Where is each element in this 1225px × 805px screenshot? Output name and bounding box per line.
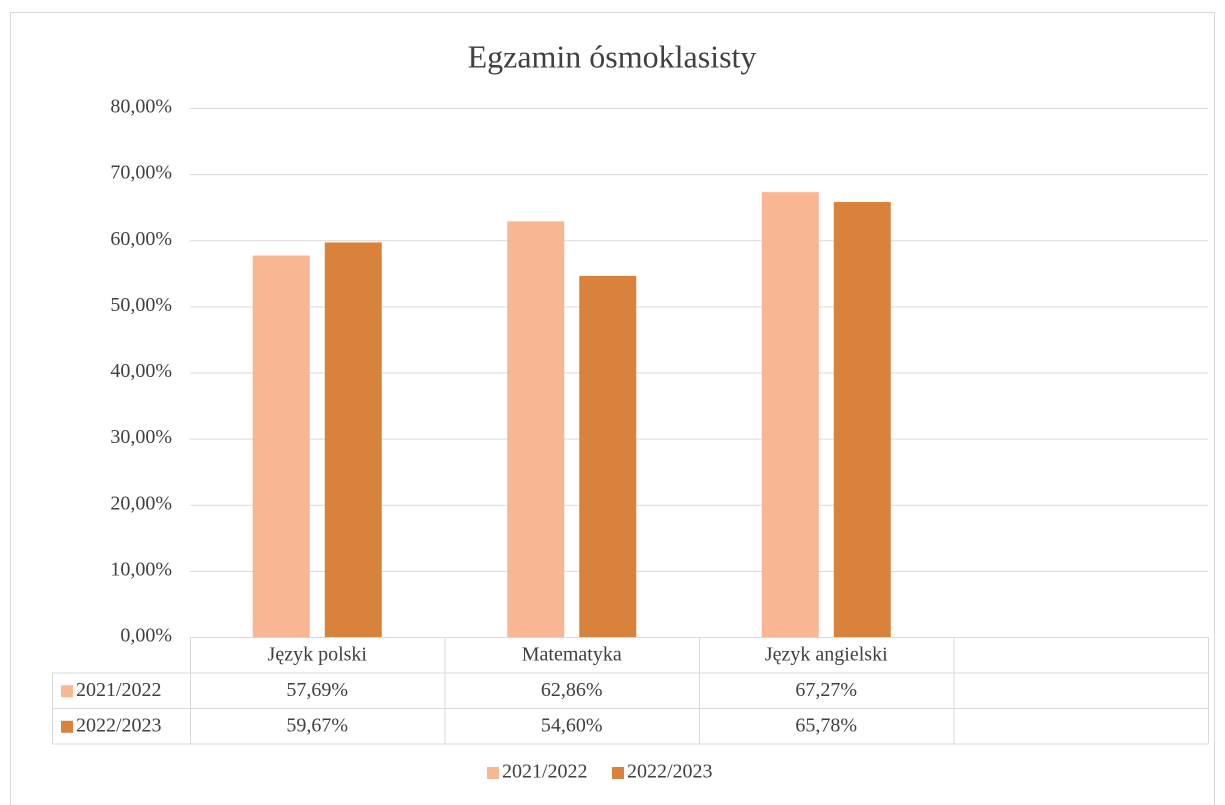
y-tick-label: 20,00% [110,492,172,514]
data-label: 54,60% [541,714,603,736]
y-tick-label: 80,00% [110,96,172,118]
y-tick-label: 60,00% [110,228,172,250]
x-tick-label: Język angielski [765,643,888,665]
chart-title: Egzamin ósmoklasisty [468,38,757,74]
bar [507,221,565,637]
bar [761,192,819,637]
data-label: 65,78% [795,714,857,736]
data-label: 59,67% [286,714,348,736]
x-tick-label: Matematyka [522,643,622,665]
legend-label: 2022/2023 [627,761,713,783]
data-label: 62,86% [541,679,603,701]
legend-key [612,767,624,779]
y-tick-label: 10,00% [110,558,172,580]
table-series-name: 2022/2023 [76,714,162,736]
legend-key [487,767,499,779]
bar [833,202,891,637]
table-legend-key [61,720,73,733]
y-tick-label: 70,00% [110,162,172,184]
y-tick-label: 50,00% [110,294,172,316]
bar [579,275,637,637]
data-label: 57,69% [286,679,348,701]
legend-label: 2021/2022 [502,761,588,783]
y-tick-label: 0,00% [120,625,172,647]
bar [324,242,382,637]
y-tick-label: 40,00% [110,360,172,382]
table-legend-key [61,685,73,698]
y-tick-label: 30,00% [110,426,172,448]
x-tick-label: Język polski [268,643,368,665]
table-series-name: 2021/2022 [76,679,162,701]
bar [252,255,310,637]
data-label: 67,27% [795,679,857,701]
